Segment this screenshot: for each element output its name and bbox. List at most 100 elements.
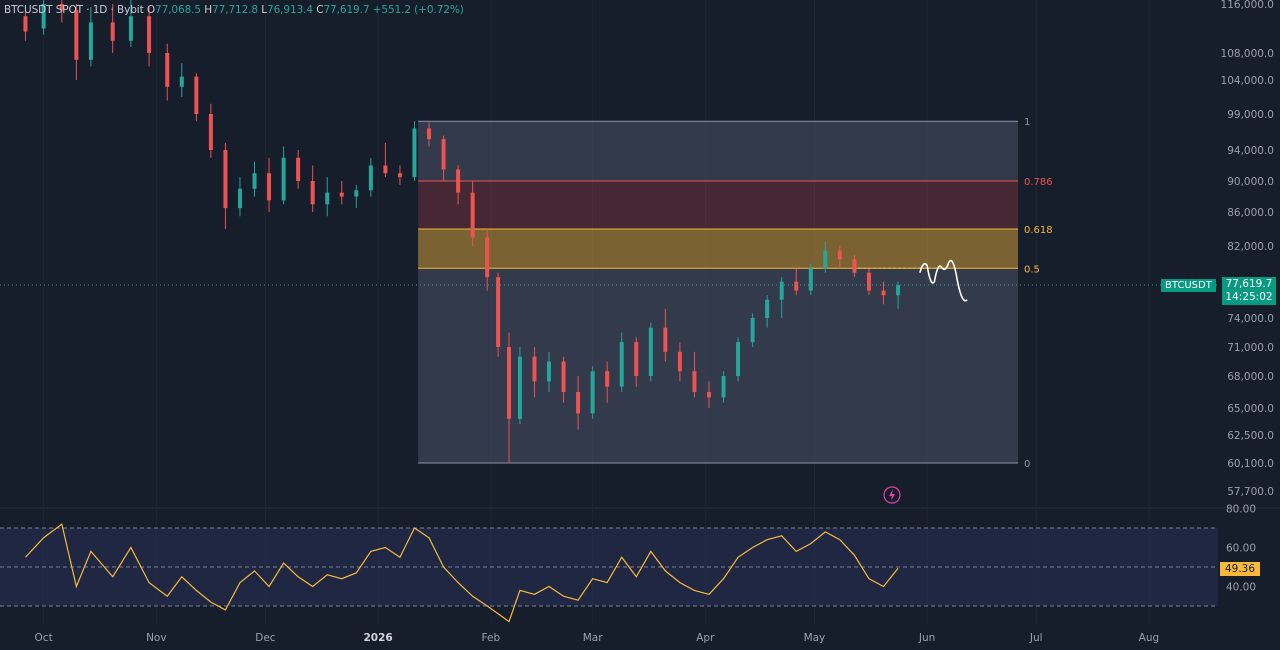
low-label: L [261, 4, 268, 16]
candle-body [706, 392, 711, 398]
candle-body [634, 342, 639, 376]
fib-zone-1-0786 [418, 121, 1019, 181]
fib-level-label: 1 [1024, 117, 1030, 128]
price-axis-label: 74,000.0 [1227, 313, 1274, 325]
price-axis-label: 99,000.0 [1227, 109, 1274, 121]
candle-body [507, 347, 512, 419]
candle-body [736, 342, 741, 376]
candle-body [881, 290, 886, 296]
candle-body [648, 327, 653, 376]
candle-body [765, 299, 770, 318]
candle-body [470, 192, 475, 238]
fib-level-label: 0.5 [1024, 264, 1040, 275]
candle-body [605, 371, 610, 387]
candle-body [412, 128, 417, 178]
close-value: 77,619.7 [323, 4, 370, 16]
change-value: +551.2 (+0.72%) [372, 4, 464, 16]
candle-body [147, 16, 152, 53]
candle-body [532, 356, 537, 382]
candle-body [74, 10, 79, 60]
symbol-label[interactable]: BTCUSDT SPOT · 1D · Bybit [4, 4, 144, 16]
time-axis-label: Jun [918, 632, 935, 644]
fib-level-label: 0 [1024, 459, 1030, 470]
price-axis-label: 65,000.0 [1227, 403, 1274, 415]
time-axis-label: Oct [35, 632, 53, 644]
last-price-tag: 77,619.7 14:25:02 [1222, 277, 1276, 305]
low-value: 76,913.4 [267, 4, 313, 16]
fib-zone-0786-0618 [418, 181, 1019, 229]
price-axis-label: 116,000.0 [1221, 0, 1274, 11]
time-axis-label: Aug [1139, 632, 1160, 644]
legend-header: BTCUSDT SPOT · 1D · Bybit O77,068.5 H77,… [4, 4, 464, 16]
candle-body [237, 188, 242, 209]
candle-body [779, 281, 784, 300]
symbol-price-tag: BTCUSDT [1161, 279, 1216, 292]
candle-body [110, 22, 115, 41]
time-axis-label: Feb [482, 632, 501, 644]
open-value: 77,068.5 [155, 4, 201, 16]
price-axis-label: 82,000.0 [1227, 241, 1274, 253]
candle-body [692, 371, 697, 392]
rsi-line [25, 523, 899, 623]
price-axis-label: 57,700.0 [1227, 486, 1274, 498]
candle-body [267, 173, 272, 201]
candle-body [663, 327, 668, 352]
alert-lightning-icon [883, 486, 901, 504]
candle-body [23, 16, 28, 32]
time-axis-label: May [804, 632, 826, 644]
time-axis-label: 2026 [364, 632, 393, 644]
candle-body [485, 237, 490, 278]
price-axis-label: 86,000.0 [1227, 207, 1274, 219]
fib-level-label: 0.786 [1024, 177, 1053, 188]
projection-path [919, 259, 968, 302]
price-axis-label: 104,000.0 [1221, 75, 1274, 87]
time-axis-label: Apr [696, 632, 715, 644]
candle-body [296, 157, 301, 181]
candle-body [427, 128, 432, 140]
lightning-bolt-glyph [889, 489, 895, 501]
candle-body [208, 114, 213, 150]
candle-body [179, 76, 184, 87]
candle-body [576, 392, 581, 414]
candle-body [721, 376, 726, 398]
candle-body [808, 268, 813, 291]
candle-body [223, 150, 228, 209]
time-axis-label: Nov [146, 632, 167, 644]
high-label: H [204, 4, 213, 16]
candle-body [325, 192, 330, 205]
candle-body [794, 281, 799, 291]
candle-body [368, 165, 373, 191]
time-axis-label: Mar [583, 632, 603, 644]
candle-body [281, 157, 286, 201]
fib-level-label: 0.618 [1024, 225, 1053, 236]
price-axis-label: 94,000.0 [1227, 145, 1274, 157]
candle-body [677, 351, 682, 372]
open-label: O [146, 4, 156, 16]
rsi-axis-label: 40.00 [1226, 582, 1256, 594]
candle-body [194, 76, 199, 114]
price-axis-label: 62,500.0 [1227, 430, 1274, 442]
candle-body [59, 4, 64, 11]
candle-body [547, 361, 552, 382]
candle-body [397, 173, 402, 178]
price-axis-label: 108,000.0 [1221, 48, 1274, 60]
candle-body [837, 250, 842, 260]
high-value: 77,712.8 [212, 4, 259, 16]
price-axis-label: 60,100.0 [1227, 458, 1274, 470]
candle-body [590, 371, 595, 414]
candle-body [517, 356, 522, 419]
price-axis-label: 90,000.0 [1227, 176, 1274, 188]
candle-body [866, 272, 871, 291]
candle-body [41, 4, 46, 29]
candle-body [496, 277, 501, 347]
fib-zone-0618-05 [418, 229, 1019, 269]
candle-body [354, 190, 359, 197]
candle-body [750, 318, 755, 343]
close-label: C [316, 4, 324, 16]
price-axis-label: 68,000.0 [1227, 371, 1274, 383]
rsi-value-tag: 49.36 [1220, 562, 1260, 576]
candle-body [310, 181, 315, 205]
candle-body [456, 169, 461, 193]
last-price-value: 77,619.7 [1225, 278, 1273, 290]
